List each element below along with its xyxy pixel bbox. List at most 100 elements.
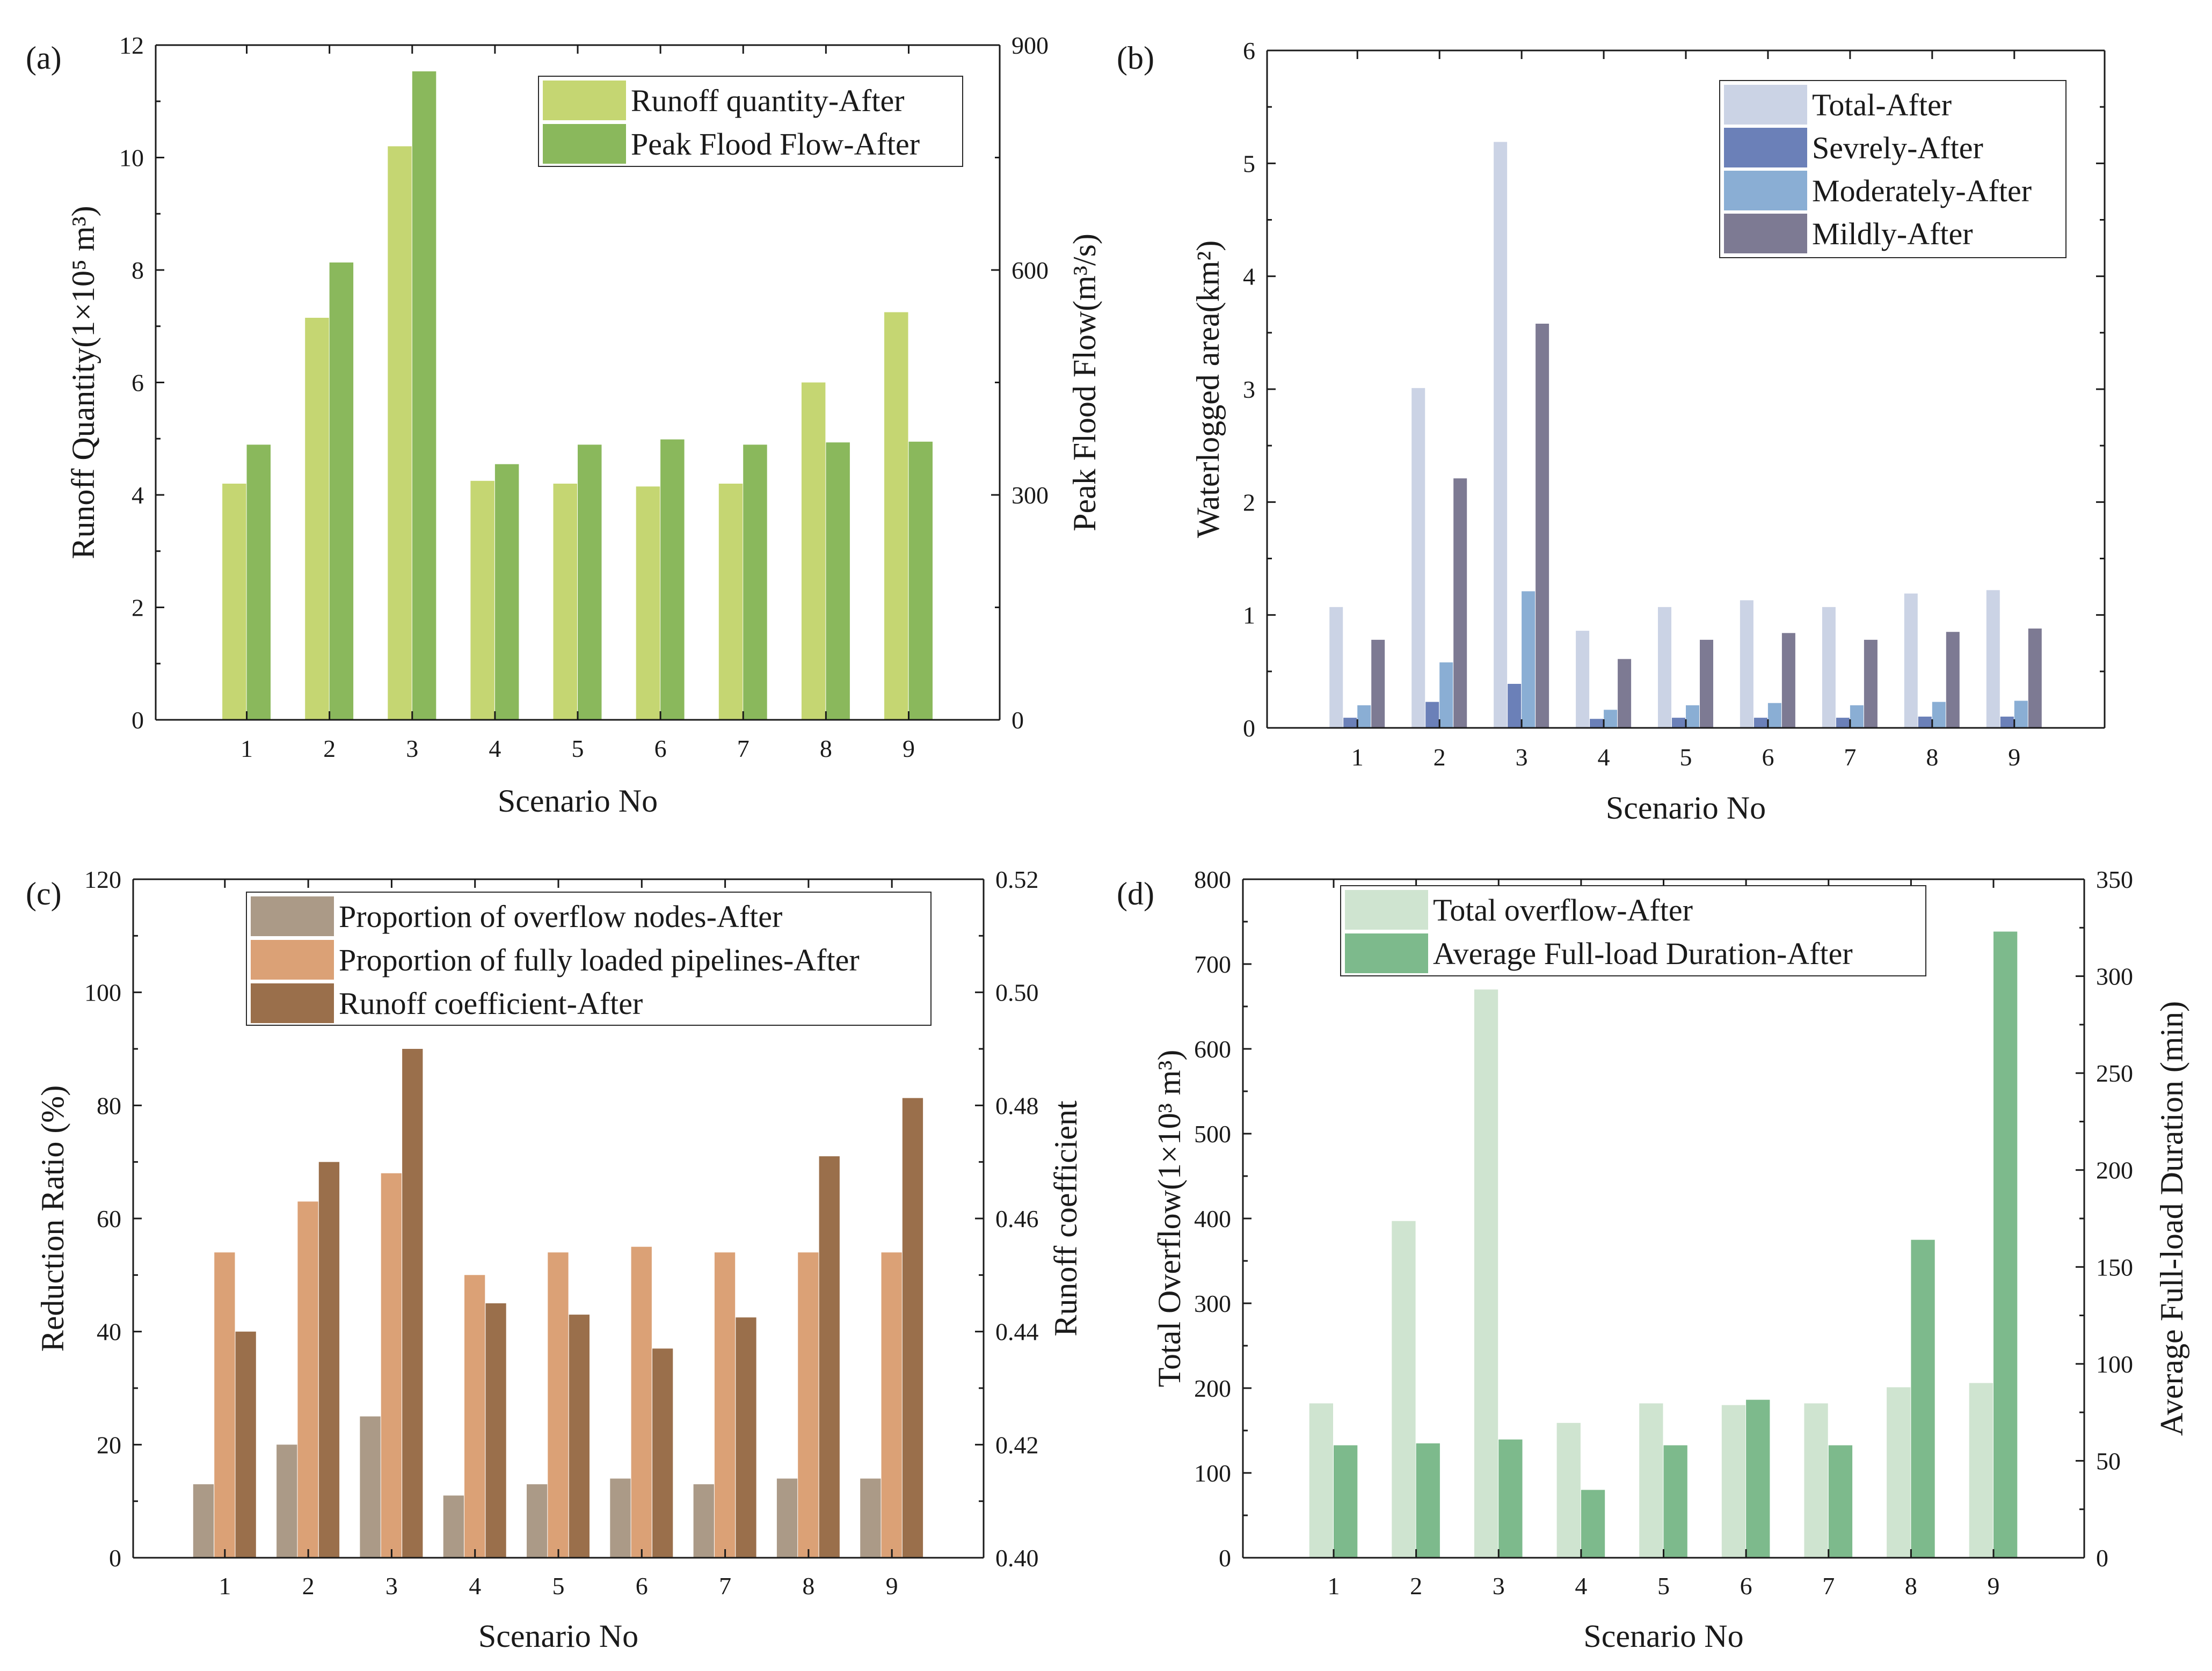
bar-series1-cat4: [470, 480, 494, 720]
x-tick-label: 5: [552, 1572, 565, 1600]
legend-swatch-2: [251, 940, 334, 980]
x-tick-label: 2: [302, 1572, 315, 1600]
bar-series1-cat1: [1329, 607, 1343, 728]
bar-series2-cat5: [548, 1252, 569, 1558]
bar-series1-cat1: [193, 1484, 214, 1558]
bar-series2-cat9: [881, 1252, 902, 1558]
bar-series2-cat9: [1993, 931, 2018, 1558]
panel-letter: (a): [26, 40, 62, 76]
y-tick-label: 12: [119, 32, 144, 59]
y-tick-label: 8: [132, 257, 144, 284]
legend-box: [246, 892, 932, 1026]
x-axis-label: Scenario No: [498, 783, 658, 819]
legend-swatch-1: [1345, 890, 1428, 930]
bar-series1-cat2: [1411, 388, 1425, 728]
y-tick-label: 0: [1219, 1544, 1231, 1572]
bar-series2-cat6: [1746, 1399, 1770, 1558]
bar-series3-cat7: [736, 1317, 756, 1558]
bar-series2-cat3: [381, 1173, 402, 1558]
bar-series1-cat4: [1576, 631, 1590, 728]
x-tick-label: 2: [1410, 1572, 1422, 1600]
x-axis-ticks: 1 2 3 4 5 6 7 8 9: [241, 45, 915, 762]
bar-series1-cat1: [222, 484, 246, 720]
bar-series2-cat7: [1836, 718, 1850, 728]
bar-series1-cat4: [443, 1495, 464, 1558]
series-1-bars: [1329, 142, 2000, 728]
bar-series1-cat6: [610, 1478, 631, 1558]
bar-series2-cat5: [578, 444, 602, 720]
x-axis-ticks: 1 2 3 4 5 6 7 8 9: [219, 879, 898, 1600]
bar-series1-cat5: [1658, 607, 1671, 728]
bar-series1-cat5: [1639, 1403, 1663, 1558]
legend-swatch-4: [1724, 214, 1807, 253]
bar-series1-cat1: [1309, 1403, 1333, 1558]
bar-series3-cat1: [235, 1331, 256, 1558]
x-tick-label: 1: [1351, 743, 1364, 771]
bar-series4-cat5: [1700, 639, 1713, 728]
bar-series3-cat6: [1767, 703, 1781, 728]
y-tick-label: 3: [1243, 376, 1255, 403]
x-tick-label: 4: [469, 1572, 481, 1600]
bar-series2-cat6: [660, 439, 685, 720]
y-axis-label: Total Overflow(1×10³ m³): [1152, 1050, 1187, 1388]
bar-series2-cat5: [1663, 1445, 1687, 1558]
bar-series2-cat2: [1425, 702, 1439, 728]
series-2-bars: [1334, 931, 2018, 1558]
bar-series1-cat3: [388, 146, 412, 720]
y-tick-label: 20: [97, 1431, 121, 1458]
bar-series4-cat3: [1536, 324, 1549, 728]
legend: Proportion of overflow nodes-After Propor…: [246, 892, 932, 1026]
legend-swatch-3: [1724, 171, 1807, 210]
x-tick-label: 6: [654, 735, 667, 762]
legend-label-2: Proportion of fully loaded pipelines-Aft…: [339, 943, 860, 977]
bar-series1-cat7: [693, 1484, 714, 1558]
x-tick-label: 6: [636, 1572, 648, 1600]
x-tick-label: 7: [1844, 743, 1856, 771]
bar-series2-cat3: [1498, 1439, 1523, 1558]
right-axis-ticks: 0 50 100 150 200 250 300 350: [2076, 866, 2133, 1572]
bar-series2-cat2: [1416, 1443, 1440, 1558]
x-tick-label: 8: [802, 1572, 814, 1600]
left-axis-ticks: 0 1 2 3 4 5 6: [1243, 37, 2105, 742]
right-axis-ticks: 0.40 0.42 0.44 0.46 0.48 0.50 0.52: [975, 866, 1039, 1572]
bars: [1309, 931, 2018, 1558]
series-1-bars: [222, 146, 908, 720]
y-tick-label: 4: [1243, 263, 1255, 290]
bar-series1-cat3: [1494, 142, 1508, 728]
x-tick-label: 6: [1740, 1572, 1752, 1600]
y2-tick-label: 0.40: [995, 1544, 1039, 1572]
panel-letter: (b): [1117, 40, 1154, 76]
y2-tick-label: 300: [2096, 963, 2133, 990]
bar-series1-cat7: [1804, 1403, 1828, 1558]
panel-b: 0 1 2 3 4 5 6 1 2 3 4 5 6 7 8 9 Scenario No Waterlogged a…: [1117, 37, 2106, 826]
y2-tick-label: 150: [2096, 1253, 2133, 1281]
legend-label-2: Peak Flood Flow-After: [631, 127, 920, 162]
left-axis-ticks: 0 2 4 6 8 10 12: [119, 32, 164, 734]
panel-letter: (d): [1117, 876, 1154, 911]
x-axis-label: Scenario No: [1606, 790, 1766, 826]
y-tick-label: 0: [1243, 714, 1255, 742]
bar-series3-cat5: [569, 1315, 590, 1558]
bar-series1-cat8: [1887, 1387, 1911, 1558]
bar-series2-cat6: [1753, 718, 1767, 728]
y2-tick-label: 0.42: [995, 1431, 1039, 1458]
legend-box: [1340, 885, 1926, 976]
bar-series1-cat2: [276, 1444, 297, 1558]
y-axis-label: Runoff Quantity(1×10⁵ m³): [66, 206, 101, 559]
x-tick-label: 7: [1822, 1572, 1835, 1600]
bar-series2-cat4: [494, 464, 519, 720]
bar-series1-cat8: [776, 1478, 798, 1558]
legend: Total-After Sevrely-After Moderately-After…: [1719, 80, 2067, 258]
legend-label-1: Proportion of overflow nodes-After: [339, 899, 782, 934]
bar-series4-cat1: [1371, 639, 1385, 728]
bar-series3-cat1: [1357, 705, 1371, 728]
bar-series4-cat2: [1453, 478, 1467, 728]
bar-series1-cat9: [1969, 1383, 1993, 1558]
y2-tick-label: 0.44: [995, 1318, 1039, 1346]
y2-tick-label: 100: [2096, 1351, 2133, 1378]
x-tick-label: 5: [572, 735, 584, 762]
bar-series1-cat6: [636, 486, 660, 720]
legend-label-3: Runoff coefficient-After: [339, 986, 643, 1021]
bar-series1-cat5: [527, 1484, 548, 1558]
legend-swatch-1: [543, 81, 626, 120]
